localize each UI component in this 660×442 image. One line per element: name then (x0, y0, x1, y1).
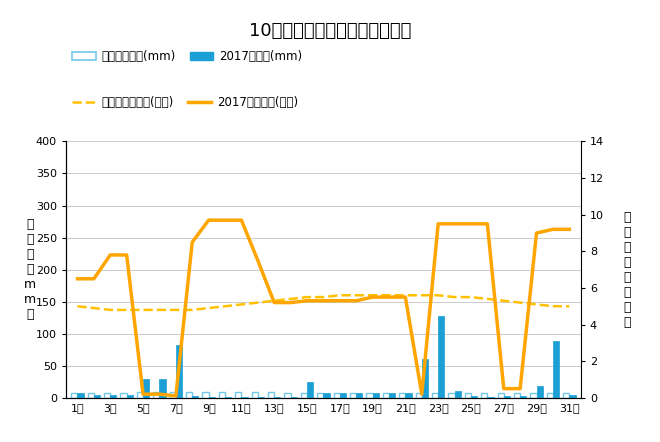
Bar (416, 392, 422, 398)
Bar (77, 392, 84, 398)
Bar (120, 392, 127, 398)
Bar (153, 392, 160, 398)
Bar (186, 392, 192, 398)
Bar (170, 392, 176, 398)
Bar (563, 393, 570, 398)
Legend: 日照時間平年値(時間), 2017日照時間(時間): 日照時間平年値(時間), 2017日照時間(時間) (72, 96, 298, 109)
Bar (137, 392, 143, 398)
Bar (274, 396, 280, 398)
Bar (160, 378, 166, 398)
Bar (422, 359, 428, 398)
Bar (258, 396, 264, 398)
Bar (317, 392, 323, 398)
Bar (383, 392, 389, 398)
Bar (432, 392, 438, 398)
Bar (284, 392, 290, 398)
Y-axis label: 日
照
時
間
（
時
間
）: 日 照 時 間 （ 時 間 ） (624, 211, 631, 328)
Bar (514, 393, 520, 398)
Bar (399, 392, 405, 398)
Bar (203, 392, 209, 398)
Bar (176, 345, 182, 398)
Bar (301, 392, 307, 398)
Bar (251, 392, 258, 398)
Bar (88, 392, 94, 398)
Bar (110, 395, 117, 398)
Bar (323, 392, 329, 398)
Bar (71, 392, 77, 398)
Bar (487, 397, 494, 398)
Bar (340, 392, 346, 398)
Bar (570, 395, 576, 398)
Bar (504, 396, 510, 398)
Bar (209, 397, 215, 398)
Bar (389, 392, 395, 398)
Bar (448, 392, 455, 398)
Bar (455, 392, 461, 398)
Bar (143, 378, 149, 398)
Bar (438, 316, 444, 398)
Bar (356, 392, 362, 398)
Bar (366, 392, 373, 398)
Bar (373, 392, 379, 398)
Bar (520, 396, 527, 398)
Text: 10月降水量・日照時間（日別）: 10月降水量・日照時間（日別） (249, 22, 411, 40)
Bar (537, 386, 543, 398)
Bar (104, 392, 110, 398)
Bar (290, 396, 297, 398)
Bar (333, 392, 340, 398)
Bar (465, 392, 471, 398)
Bar (481, 392, 487, 398)
Bar (127, 395, 133, 398)
Bar (546, 393, 553, 398)
Bar (471, 396, 477, 398)
Bar (553, 341, 559, 398)
Bar (530, 393, 537, 398)
Y-axis label: 降
水
量
（
m
m
）: 降 水 量 （ m m ） (24, 218, 36, 321)
Bar (242, 396, 248, 398)
Bar (219, 392, 225, 398)
Bar (405, 392, 412, 398)
Bar (235, 392, 242, 398)
Bar (225, 397, 231, 398)
Bar (94, 395, 100, 398)
Bar (350, 392, 356, 398)
Bar (498, 392, 504, 398)
Bar (268, 392, 274, 398)
Bar (192, 396, 199, 398)
Bar (307, 382, 314, 398)
